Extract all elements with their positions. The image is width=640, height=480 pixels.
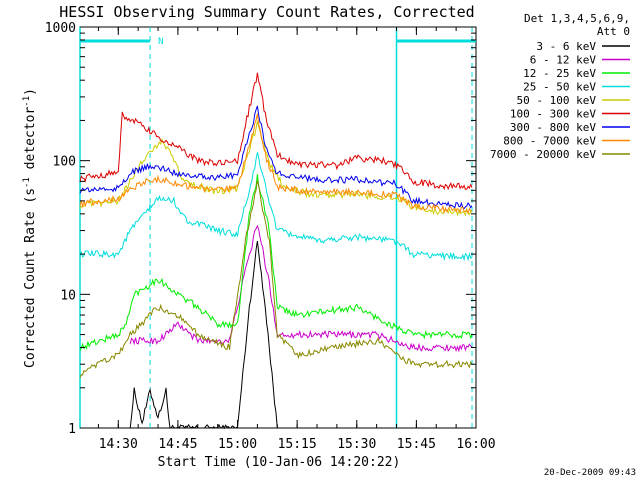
legend-header-line-2: Att 0 [597, 25, 630, 38]
series-line-1 [129, 224, 473, 353]
legend-label-3: 25 - 50 keV [523, 81, 596, 94]
x-tick-label-1: 14:45 [158, 437, 197, 452]
x-tick-label-3: 15:15 [278, 437, 317, 452]
y-tick-label-0: 1 [68, 422, 76, 437]
legend-label-0: 3 - 6 keV [536, 40, 596, 53]
x-tick-label-5: 15:45 [397, 437, 436, 452]
x-tick-label-0: 14:30 [99, 437, 138, 452]
legend-header-line-1: Det 1,3,4,5,6,9, [524, 12, 630, 25]
x-tick-label-4: 15:30 [337, 437, 376, 452]
legend-label-2: 12 - 25 keV [523, 67, 596, 80]
y-axis-label-main: Corrected Count Rate (s [23, 188, 38, 368]
series-line-5 [79, 72, 473, 191]
chart-title: HESSI Observing Summary Count Rates, Cor… [59, 3, 474, 21]
x-tick-label-2: 15:00 [218, 437, 257, 452]
legend-label-7: 800 - 7000 keV [503, 135, 596, 148]
legend-label-5: 100 - 300 keV [510, 108, 596, 121]
plot-frame [79, 26, 477, 429]
footer-timestamp: 20-Dec-2009 09:43 [544, 468, 636, 478]
series-layer [79, 72, 473, 430]
night-marker-label: N [158, 37, 163, 47]
axes: 14:30 14:45 15:00 15:15 15:30 15:45 16:00 1 10 10… [45, 21, 496, 452]
series-line-2 [79, 174, 473, 351]
x-tick-label-6: 16:00 [456, 437, 495, 452]
series-line-3 [79, 152, 473, 262]
legend-label-4: 50 - 100 keV [517, 94, 597, 107]
y-axis-label-exp1: -1 [22, 177, 32, 188]
plot-annotations: N [79, 27, 476, 428]
y-tick-label-2: 100 [53, 155, 76, 170]
series-line-8 [79, 180, 473, 378]
y-axis-label: Corrected Count Rate (s-1 detector-1) [22, 88, 38, 368]
y-axis-label-end: ) [23, 88, 38, 96]
legend-label-8: 7000 - 20000 keV [490, 148, 596, 161]
y-tick-label-3: 1000 [45, 21, 76, 36]
series-line-6 [79, 105, 473, 210]
series-line-0 [129, 241, 278, 430]
x-axis-label: Start Time (10-Jan-06 14:20:22) [158, 455, 401, 470]
legend-label-1: 6 - 12 keV [530, 54, 597, 67]
y-axis-label-mid: detector [23, 107, 38, 178]
y-tick-label-1: 10 [60, 288, 76, 303]
series-line-7 [79, 113, 473, 215]
y-axis-label-exp2: -1 [22, 96, 32, 107]
legend-label-6: 300 - 800 keV [510, 121, 596, 134]
